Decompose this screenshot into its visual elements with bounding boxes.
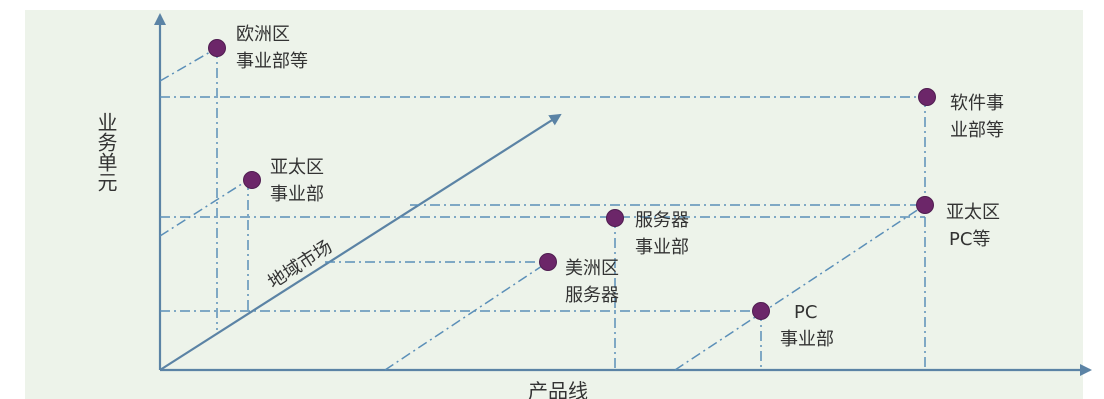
node-pc-label-line-2: 事业部	[780, 329, 834, 350]
node-server-dot	[606, 209, 624, 227]
node-ap-label-line-2: 事业部	[270, 184, 324, 205]
node-server-label-line-2: 事业部	[635, 237, 689, 258]
node-ap-label-line-1: 亚太区	[270, 157, 324, 178]
node-pc-label-line-1: PC	[794, 302, 817, 323]
node-ap-pc-dot	[916, 196, 934, 214]
node-eu-label-line-2: 事业部等	[236, 51, 308, 72]
x-axis-label: 产品线	[528, 379, 588, 399]
node-software-label-line-1: 软件事	[950, 93, 1004, 114]
node-server-label-line-1: 服务器	[635, 210, 689, 231]
node-ap-pc-label-line-1: 亚太区	[946, 202, 1000, 223]
guide-diagonal-ap-pc	[674, 204, 926, 371]
node-america-label-line-1: 美洲区	[565, 258, 619, 279]
node-ap-dot	[243, 171, 261, 189]
y-axis-label: 业务单元	[94, 112, 118, 192]
guide-diagonal-eu	[159, 47, 218, 82]
node-software-label-line-2: 业部等	[950, 120, 1004, 141]
node-ap-pc-label-line-2: PC等	[949, 229, 990, 250]
node-america-label-line-2: 服务器	[565, 285, 619, 306]
node-software-dot	[918, 88, 936, 106]
diagonal-axis	[159, 113, 562, 371]
guide-diagonal-ap	[159, 179, 249, 237]
node-eu-label-line-1: 欧洲区	[236, 24, 290, 45]
guide-diagonal-america	[384, 261, 549, 371]
node-eu-dot	[208, 39, 226, 57]
node-america-dot	[539, 253, 557, 271]
node-pc-dot	[752, 302, 770, 320]
